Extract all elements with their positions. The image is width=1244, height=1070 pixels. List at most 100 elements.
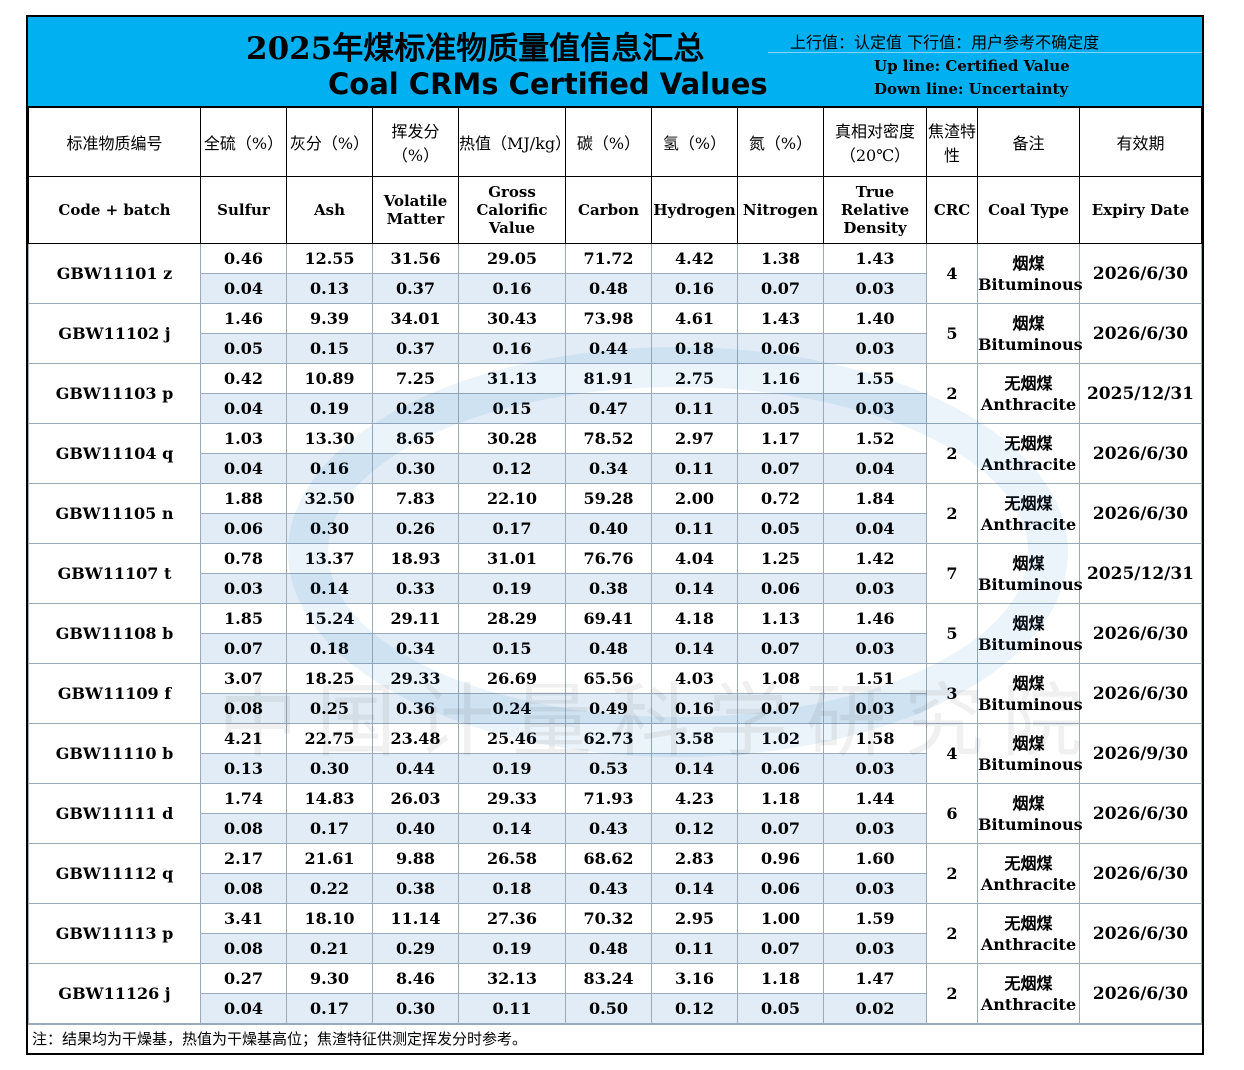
uncertainty-value: 0.12 xyxy=(458,453,566,484)
certified-value: 1.43 xyxy=(823,243,927,274)
uncertainty-value: 0.50 xyxy=(565,993,652,1024)
coal-type: 烟煤 Bituminous xyxy=(977,603,1083,664)
expiry-date: 2026/6/30 xyxy=(1079,963,1202,1024)
uncertainty-value: 0.11 xyxy=(651,933,738,964)
certified-value: 71.93 xyxy=(565,783,652,814)
crm-code: GBW11111 d xyxy=(28,783,201,844)
certified-value: 1.08 xyxy=(737,663,824,694)
coal-type-en: Bituminous xyxy=(978,694,1083,714)
uncertainty-value: 0.28 xyxy=(372,393,459,424)
uncertainty-value: 0.13 xyxy=(200,753,287,784)
column-header: Coal Type xyxy=(977,176,1080,244)
uncertainty-value: 0.11 xyxy=(651,513,738,544)
certified-value: 29.33 xyxy=(458,783,566,814)
crc-value: 5 xyxy=(926,303,978,364)
crc-value: 4 xyxy=(926,243,978,304)
certified-value: 26.03 xyxy=(372,783,459,814)
table-row-uncertainty: 0.06 0.30 0.26 0.17 0.40 0.11 0.05 0.04 xyxy=(29,513,1202,544)
certified-value: 0.96 xyxy=(737,843,824,874)
coal-type: 无烟煤 Anthracite xyxy=(977,963,1080,1024)
table-row-certified: GBW11103 p 0.42 10.89 7.25 31.13 81.91 2.75 1.1… xyxy=(28,363,1202,424)
uncertainty-value: 0.30 xyxy=(286,513,373,544)
certified-value: 1.03 xyxy=(200,423,287,454)
certified-value: 14.83 xyxy=(286,783,373,814)
certified-value: 2.00 xyxy=(651,483,738,514)
crc-value: 2 xyxy=(926,963,978,1024)
certified-value: 1.88 xyxy=(200,483,287,514)
coal-type-cn: 无烟煤 xyxy=(1004,373,1053,393)
uncertainty-value: 0.07 xyxy=(737,693,824,724)
uncertainty-value: 0.08 xyxy=(200,813,287,844)
coal-type-cn: 无烟煤 xyxy=(1004,493,1053,513)
title-cn: 2025年煤标准物质量值信息汇总 xyxy=(246,31,705,67)
uncertainty-value: 0.38 xyxy=(565,573,652,604)
certified-value: 1.47 xyxy=(823,963,927,994)
coal-type: 无烟煤 Anthracite xyxy=(977,483,1080,544)
certified-value: 18.25 xyxy=(286,663,373,694)
uncertainty-value: 0.11 xyxy=(651,453,738,484)
table-row-uncertainty: 0.07 0.18 0.34 0.15 0.48 0.14 0.07 0.03 xyxy=(29,633,1202,664)
column-header: 全硫（%） xyxy=(200,107,287,177)
certified-value: 1.25 xyxy=(737,543,824,574)
certified-value: 1.84 xyxy=(823,483,927,514)
coal-type-en: Anthracite xyxy=(980,514,1077,534)
uncertainty-value: 0.47 xyxy=(565,393,652,424)
column-header: Sulfur xyxy=(200,176,287,244)
coal-type-cn: 无烟煤 xyxy=(1004,913,1053,933)
table-row-uncertainty: 0.08 0.17 0.40 0.14 0.43 0.12 0.07 0.03 xyxy=(29,813,1202,844)
uncertainty-value: 0.19 xyxy=(458,933,566,964)
uncertainty-value: 0.19 xyxy=(458,573,566,604)
uncertainty-value: 0.12 xyxy=(651,813,738,844)
certified-value: 18.93 xyxy=(372,543,459,574)
crc-value: 5 xyxy=(926,603,978,664)
crm-code: GBW11126 j xyxy=(28,963,201,1024)
values-table: 标准物质编号 全硫（%） 灰分（%） 挥发分（%） 热值（MJ/kg） 碳（%） 氢（%）氮… xyxy=(28,107,1202,1024)
certified-value: 1.17 xyxy=(737,423,824,454)
expiry-date: 2026/9/30 xyxy=(1079,723,1202,784)
coal-type-cn: 无烟煤 xyxy=(1004,433,1053,453)
uncertainty-value: 0.38 xyxy=(372,873,459,904)
column-header: Code + batch xyxy=(28,176,201,244)
uncertainty-value: 0.49 xyxy=(565,693,652,724)
coal-type-cn: 烟煤 xyxy=(1012,733,1045,753)
certified-value: 9.39 xyxy=(286,303,373,334)
uncertainty-value: 0.03 xyxy=(823,633,927,664)
uncertainty-value: 0.03 xyxy=(823,753,927,784)
certified-value: 69.41 xyxy=(565,603,652,634)
uncertainty-value: 0.37 xyxy=(372,273,459,304)
certified-value: 1.43 xyxy=(737,303,824,334)
uncertainty-value: 0.17 xyxy=(458,513,566,544)
certified-value: 22.75 xyxy=(286,723,373,754)
certified-value: 32.50 xyxy=(286,483,373,514)
certified-value: 22.10 xyxy=(458,483,566,514)
legend-note-cn: 上行值：认定值 下行值：用户参考不确定度 xyxy=(790,33,1100,52)
coal-type-en: Bituminous xyxy=(978,274,1083,294)
certified-value: 4.04 xyxy=(651,543,738,574)
coal-type: 烟煤 Bituminous xyxy=(977,723,1083,784)
uncertainty-value: 0.30 xyxy=(286,753,373,784)
uncertainty-value: 0.26 xyxy=(372,513,459,544)
certified-value: 4.18 xyxy=(651,603,738,634)
certified-value: 1.02 xyxy=(737,723,824,754)
uncertainty-value: 0.25 xyxy=(286,693,373,724)
certified-value: 23.48 xyxy=(372,723,459,754)
crm-code: GBW11104 q xyxy=(28,423,201,484)
certified-value: 18.10 xyxy=(286,903,373,934)
uncertainty-value: 0.06 xyxy=(737,873,824,904)
certified-value: 1.46 xyxy=(200,303,287,334)
coal-type-cn: 烟煤 xyxy=(1012,313,1045,333)
uncertainty-value: 0.07 xyxy=(737,813,824,844)
certified-value: 3.16 xyxy=(651,963,738,994)
uncertainty-value: 0.19 xyxy=(286,393,373,424)
uncertainty-value: 0.02 xyxy=(823,993,927,1024)
certified-value: 1.42 xyxy=(823,543,927,574)
certified-value: 7.83 xyxy=(372,483,459,514)
uncertainty-value: 0.37 xyxy=(372,333,459,364)
coal-type-en: Anthracite xyxy=(980,454,1077,474)
footnote: 注：结果均为干燥基，热值为干燥基高位；焦渣特征供测定挥发分时参考。 xyxy=(28,1024,1202,1053)
uncertainty-value: 0.18 xyxy=(458,873,566,904)
coal-type-en: Bituminous xyxy=(978,574,1083,594)
uncertainty-value: 0.12 xyxy=(651,993,738,1024)
uncertainty-value: 0.43 xyxy=(565,873,652,904)
uncertainty-value: 0.05 xyxy=(737,993,824,1024)
